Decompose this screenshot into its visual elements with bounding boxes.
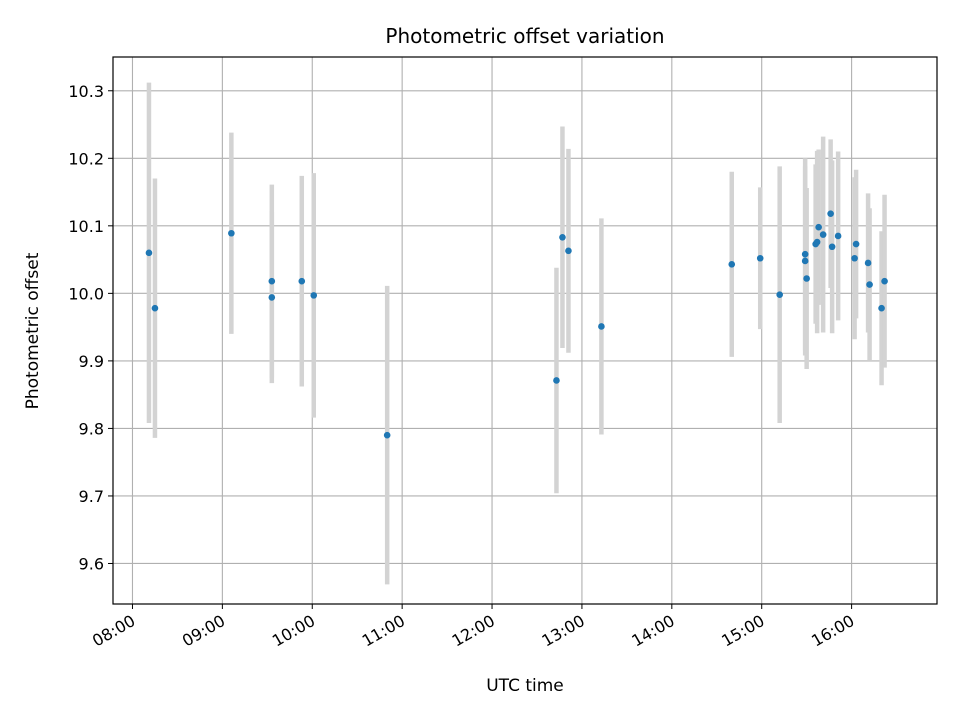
data-points [145, 210, 888, 439]
x-axis-label: UTC time [486, 676, 564, 696]
data-point [801, 257, 809, 265]
data-point [298, 277, 306, 285]
data-point [851, 254, 858, 262]
data-point [151, 304, 159, 312]
data-point [553, 377, 560, 384]
data-point [228, 229, 235, 237]
data-point [834, 232, 842, 240]
y-tick-label: 10.3 [68, 82, 104, 101]
data-point [803, 275, 810, 282]
chart-title: Photometric offset variation [385, 24, 664, 48]
data-point [756, 254, 764, 262]
y-axis-label: Photometric offset [23, 252, 43, 409]
data-point [310, 292, 318, 299]
data-point [813, 238, 821, 246]
data-point [819, 231, 827, 238]
y-axis-ticks: 9.6 9.7 9.8 9.9 10.0 10.1 10.2 10.3 [68, 82, 113, 573]
data-point [827, 210, 834, 217]
data-point [828, 243, 836, 251]
data-point [728, 261, 736, 268]
data-point [598, 323, 605, 330]
data-point [852, 240, 860, 248]
y-tick-label: 9.8 [79, 419, 104, 438]
data-point [565, 247, 572, 255]
y-tick-label: 10.2 [68, 149, 104, 168]
y-tick-label: 9.7 [79, 487, 104, 506]
y-tick-label: 9.9 [79, 352, 104, 371]
y-tick-label: 10.0 [68, 284, 104, 303]
data-point [268, 294, 276, 301]
data-point [878, 304, 885, 312]
data-point [145, 249, 153, 257]
grid [113, 57, 937, 604]
y-tick-label: 9.6 [79, 554, 104, 573]
data-point [559, 234, 566, 241]
data-point [776, 291, 783, 299]
data-point [881, 277, 888, 285]
data-point [801, 250, 809, 258]
data-point [864, 259, 872, 267]
data-point [268, 277, 276, 285]
data-point [383, 431, 391, 439]
plot-frame [112, 56, 938, 605]
y-tick-label: 10.1 [68, 217, 104, 236]
data-point [815, 223, 822, 231]
data-point [866, 281, 873, 288]
